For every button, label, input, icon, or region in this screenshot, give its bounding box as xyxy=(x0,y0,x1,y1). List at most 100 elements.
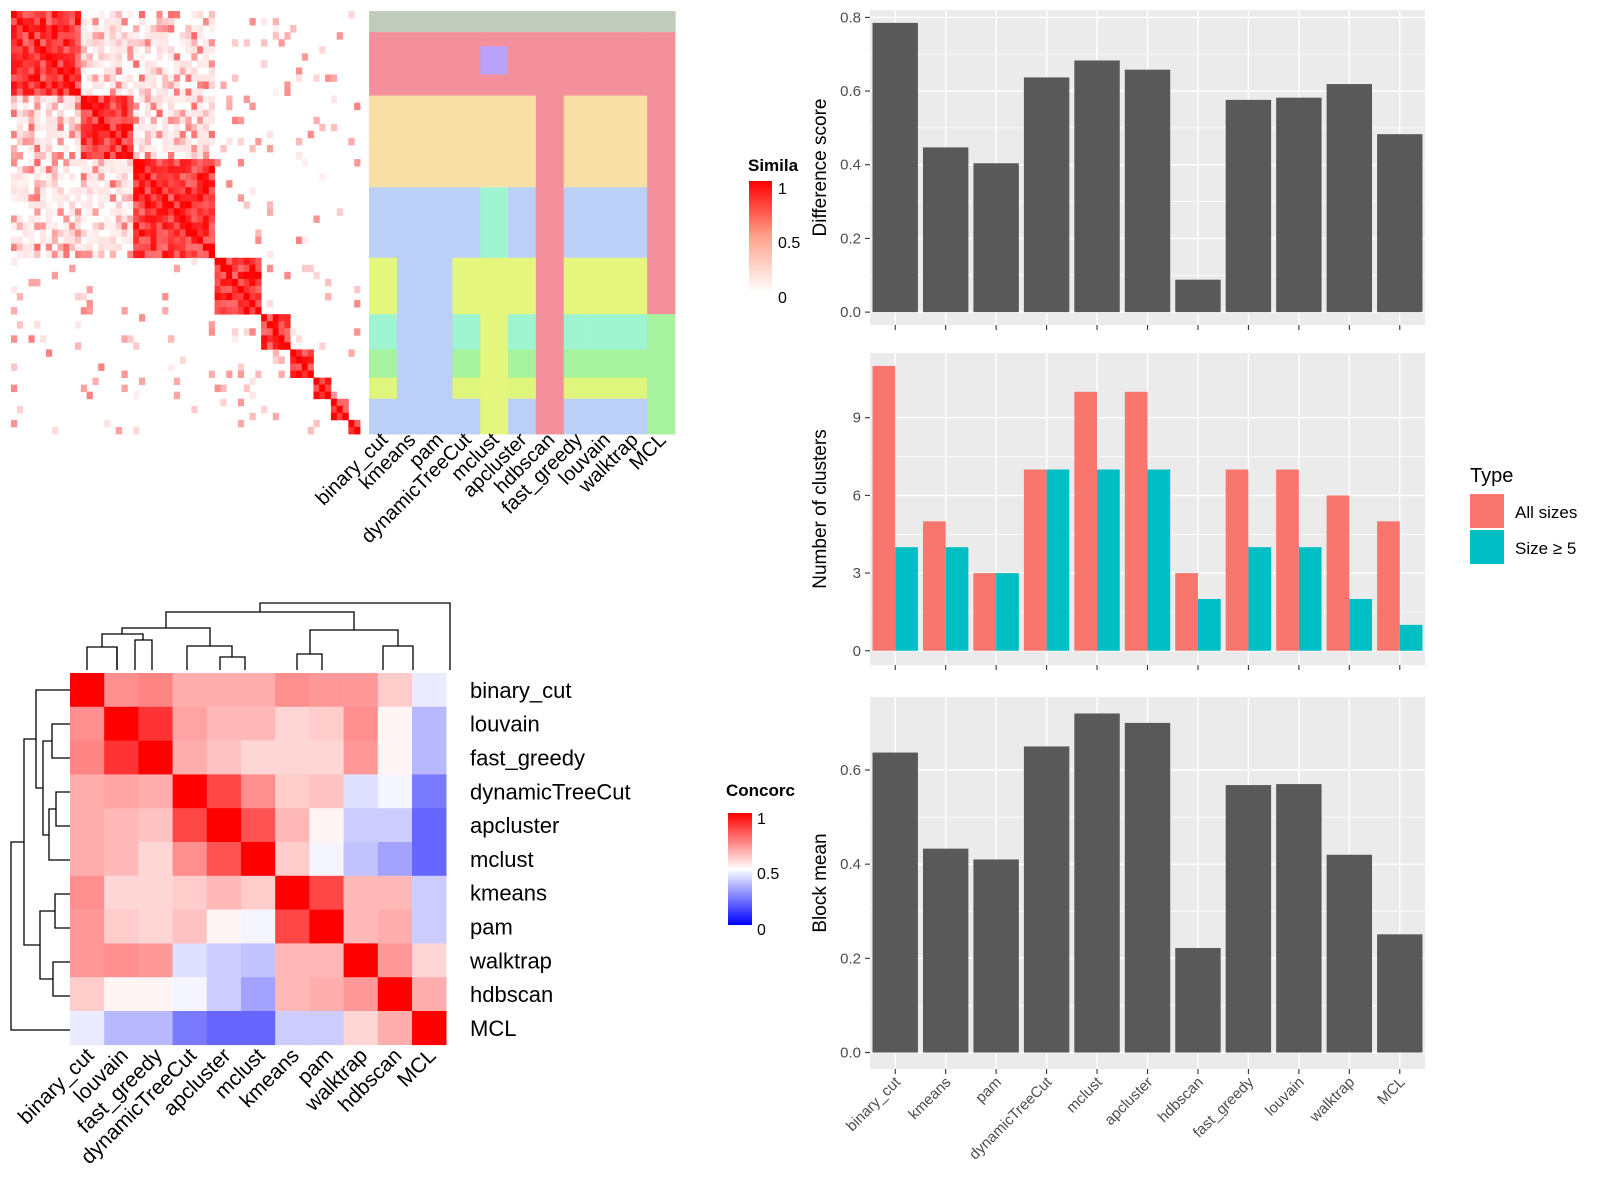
similarity-cell xyxy=(127,11,134,19)
similarity-cell xyxy=(98,60,105,68)
similarity-cell xyxy=(92,95,99,104)
similarity-cell xyxy=(144,166,151,174)
similarity-cell xyxy=(11,74,18,82)
similarity-cell xyxy=(80,384,88,393)
similarity-cell xyxy=(214,264,221,273)
assignment-cell xyxy=(563,257,592,315)
similarity-cell xyxy=(28,229,35,237)
similarity-cell xyxy=(22,18,29,26)
similarity-cell xyxy=(86,116,93,125)
similarity-cell xyxy=(98,194,105,202)
similarity-cell xyxy=(63,144,70,153)
similarity-cell xyxy=(98,250,105,259)
similarity-cell xyxy=(69,18,76,26)
similarity-cell xyxy=(255,236,262,245)
similarity-cell xyxy=(104,194,111,202)
similarity-cell xyxy=(220,398,227,407)
similarity-cell xyxy=(226,307,233,315)
concordance-legend-gradient xyxy=(728,813,752,925)
similarity-cell xyxy=(11,363,18,371)
similarity-cell xyxy=(168,173,175,181)
similarity-cell xyxy=(11,236,18,245)
similarity-cell xyxy=(197,81,204,89)
similarity-cell xyxy=(74,236,82,245)
similarity-cell xyxy=(202,159,210,167)
similarity-cell xyxy=(63,67,70,75)
concordance-cell xyxy=(138,808,173,843)
similarity-cell xyxy=(325,293,332,301)
similarity-cell xyxy=(179,39,186,47)
bar xyxy=(922,848,969,1053)
similarity-cell xyxy=(330,74,338,82)
similarity-cell xyxy=(179,137,186,146)
similarity-cell xyxy=(156,180,163,188)
concordance-cell xyxy=(343,977,379,1012)
similarity-cell xyxy=(51,426,58,435)
similarity-cell xyxy=(173,194,181,202)
similarity-cell xyxy=(296,67,303,75)
similarity-cell xyxy=(63,166,70,174)
similarity-cell xyxy=(69,173,76,181)
similarity-cell xyxy=(28,159,35,167)
concordance-cell xyxy=(241,1011,276,1046)
similarity-cell xyxy=(138,377,146,386)
similarity-cell xyxy=(138,137,146,146)
similarity-cell xyxy=(57,74,64,82)
assignment-cell xyxy=(480,95,509,188)
similarity-cell xyxy=(22,67,29,75)
concordance-cell xyxy=(70,943,105,978)
similarity-cell xyxy=(278,342,285,350)
assignment-cell xyxy=(452,398,481,435)
similarity-cell xyxy=(272,328,279,336)
similarity-cell xyxy=(296,236,303,245)
similarity-cell xyxy=(255,293,262,301)
similarity-cell xyxy=(11,60,18,68)
similarity-cell xyxy=(156,194,163,202)
similarity-cell xyxy=(173,222,181,230)
similarity-cell xyxy=(109,67,117,75)
similarity-cell xyxy=(243,271,250,280)
y-axis-title: Difference score xyxy=(810,99,831,237)
similarity-cell xyxy=(342,398,349,407)
similarity-cell xyxy=(104,180,111,188)
similarity-cell xyxy=(86,130,93,139)
similarity-cell xyxy=(40,152,47,160)
similarity-cell xyxy=(266,321,274,329)
similarity-cell xyxy=(57,201,64,209)
bar xyxy=(1124,722,1171,1053)
similarity-cell xyxy=(115,116,122,125)
similarity-cell xyxy=(156,187,163,195)
similarity-cell xyxy=(138,215,146,223)
similarity-cell xyxy=(127,229,134,237)
similarity-cell xyxy=(92,250,99,259)
assignment-cell xyxy=(369,349,398,378)
similarity-cell xyxy=(16,130,24,139)
similarity-cell xyxy=(69,60,76,68)
similarity-cell xyxy=(80,95,88,104)
similarity-cell xyxy=(237,271,245,280)
similarity-cell xyxy=(266,342,274,350)
similarity-cell xyxy=(11,144,18,153)
similarity-cell xyxy=(191,215,198,223)
similarity-cell xyxy=(121,208,128,216)
similarity-cell xyxy=(115,208,122,216)
concordance-cell xyxy=(70,842,105,877)
similarity-cell xyxy=(45,349,53,357)
similarity-cell xyxy=(28,67,35,75)
similarity-cell xyxy=(162,18,169,26)
similarity-cell xyxy=(115,95,122,104)
similarity-cell xyxy=(208,208,215,216)
similarity-cell xyxy=(74,194,82,202)
similarity-cell xyxy=(45,137,53,146)
similarity-cell xyxy=(232,257,239,266)
similarity-cell xyxy=(342,405,349,414)
similarity-cell xyxy=(150,201,157,209)
y-tick-label: 0.0 xyxy=(840,1045,861,1062)
similarity-cell xyxy=(173,180,181,188)
similarity-cell xyxy=(214,384,221,393)
similarity-cell xyxy=(40,194,47,202)
concordance-cell xyxy=(241,977,276,1012)
similarity-cell xyxy=(86,166,93,174)
bar-size-ge-5 xyxy=(1147,469,1171,651)
bar-all-sizes xyxy=(1175,573,1198,651)
